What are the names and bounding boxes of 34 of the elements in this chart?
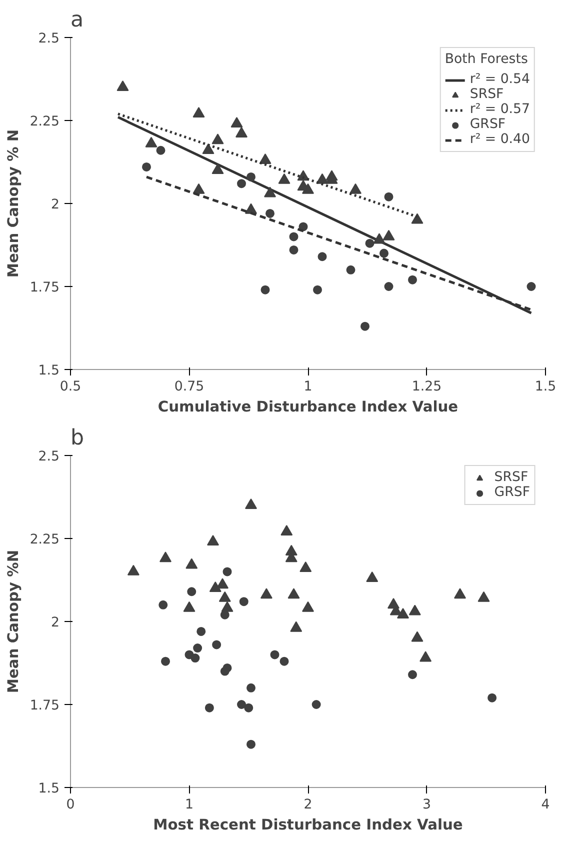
x-tick-label: 3 [422,798,431,812]
legend-label: SRSF [494,470,528,485]
x-axis-title: Cumulative Disturbance Index Value [158,398,458,416]
legend-label: r² = 0.40 [470,132,530,147]
y-tick-label: 2.5 [38,32,60,46]
chart-title: a [70,8,84,32]
legend-label: GRSF [470,117,506,132]
y-tick-label: 2.25 [30,532,60,548]
chart-title: b [70,426,84,450]
legend-label: r² = 0.57 [470,102,530,117]
x-tick-label: 1.25 [412,380,442,394]
x-axis-title: Most Recent Disturbance Index Value [153,816,463,834]
x-tick-label: 1 [185,798,194,812]
legend-label: r² = 0.54 [470,72,530,87]
y-tick-label: 1.75 [30,698,60,714]
y-axis-title: Mean Canopy % N [4,129,22,278]
y-axis-title: Mean Canopy %N [4,550,22,694]
x-tick-label: 2 [304,798,312,812]
x-tick-label: 0.75 [174,380,204,394]
y-tick-label: 2.5 [38,450,60,464]
x-tick-label: 1 [304,380,312,394]
x-tick-label: 4 [541,798,550,812]
legend-title: Both Forests [444,52,529,67]
y-tick-label: 1.5 [38,364,60,378]
y-tick-label: 2 [51,198,60,212]
legend-label: SRSF [470,87,504,102]
y-tick-label: 2 [51,616,60,630]
x-tick-label: 0.5 [60,380,82,394]
y-tick-label: 2.25 [30,114,60,130]
x-tick-label: 1.5 [534,380,556,394]
y-tick-label: 1.75 [30,280,60,296]
y-tick-label: 1.5 [38,782,60,796]
legend-label: GRSF [494,485,530,500]
x-tick-label: 0 [66,798,75,812]
